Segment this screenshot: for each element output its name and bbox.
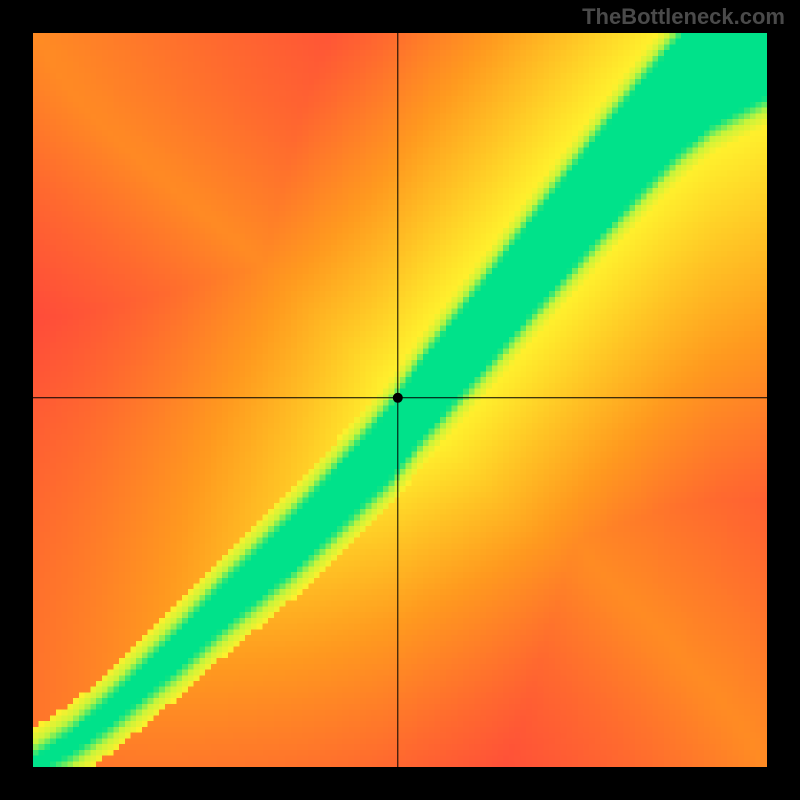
bottleneck-heatmap: [33, 33, 767, 767]
chart-container: { "watermark": { "text": "TheBottleneck.…: [0, 0, 800, 800]
watermark-text: TheBottleneck.com: [582, 4, 785, 30]
